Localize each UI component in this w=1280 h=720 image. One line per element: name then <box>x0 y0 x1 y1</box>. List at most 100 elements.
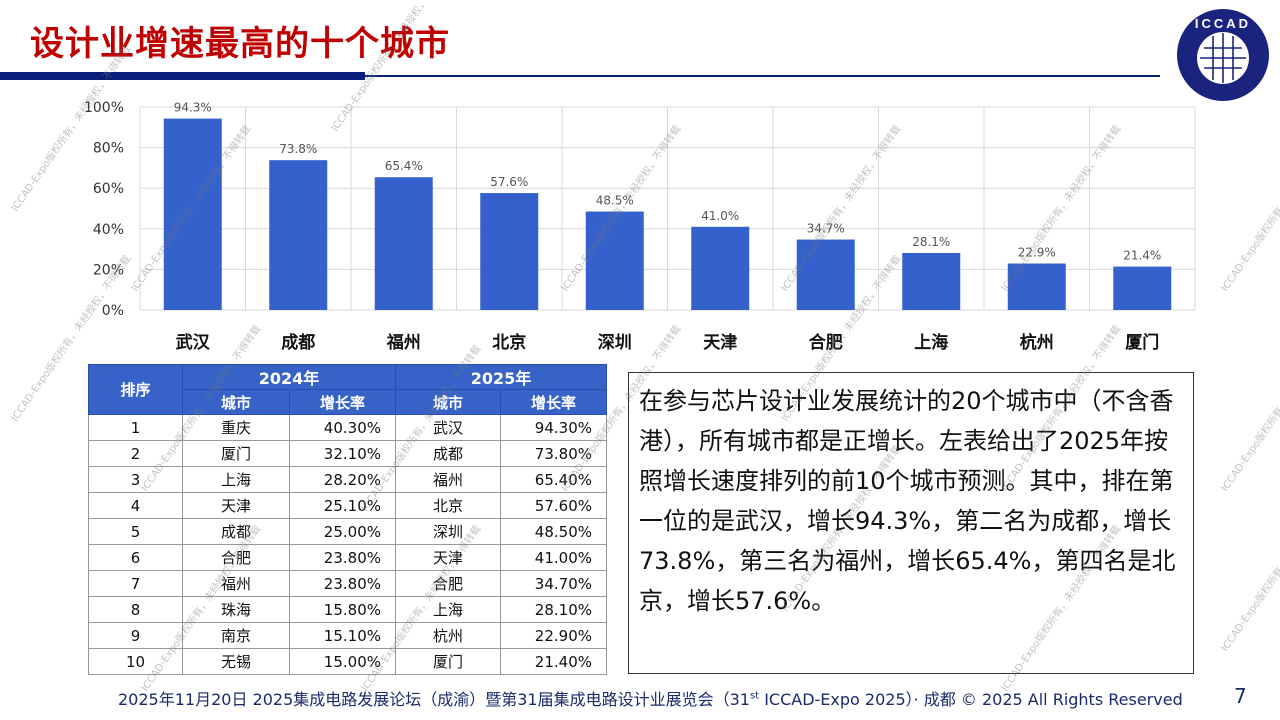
summary-textbox: 在参与芯片设计业发展统计的20个城市中（不含香港），所有城市都是正增长。左表给出… <box>628 372 1194 674</box>
rank-cell: 5 <box>88 518 183 545</box>
table-row: 1 重庆 40.30% 武汉 94.30% <box>88 414 607 441</box>
rank-cell: 10 <box>88 648 183 675</box>
bar <box>269 160 328 310</box>
data-label: 22.9% <box>1018 246 1056 260</box>
data-label: 73.8% <box>279 142 317 156</box>
data-label: 34.7% <box>807 222 845 236</box>
y-tick-label: 20% <box>93 262 124 278</box>
rate-2025-cell: 57.60% <box>500 492 607 519</box>
x-tick-label: 天津 <box>703 332 737 353</box>
rank-cell: 3 <box>88 466 183 493</box>
city-2025-cell: 厦门 <box>395 648 501 675</box>
city-2025-cell: 深圳 <box>395 518 501 545</box>
city-2025-cell: 杭州 <box>395 622 501 649</box>
y-tick-label: 40% <box>93 222 124 238</box>
rank-cell: 1 <box>88 414 183 441</box>
city-2024-cell: 上海 <box>182 466 290 493</box>
title-underline-thin <box>365 75 1160 77</box>
rank-cell: 4 <box>88 492 183 519</box>
svg-text:ICCAD: ICCAD <box>1195 16 1251 31</box>
rate-header: 增长率 <box>289 389 396 415</box>
rank-cell: 7 <box>88 570 183 597</box>
table-row: 7 福州 23.80% 合肥 34.70% <box>88 570 607 597</box>
city-header: 城市 <box>395 389 501 415</box>
rank-header: 排序 <box>88 364 183 415</box>
table-row: 5 成都 25.00% 深圳 48.50% <box>88 518 607 545</box>
footer-text: 2025年11月20日 2025集成电路发展论坛（成渝）暨第31届集成电路设计业… <box>118 690 750 709</box>
title-underline-thick <box>0 72 365 80</box>
footer: 2025年11月20日 2025集成电路发展论坛（成渝）暨第31届集成电路设计业… <box>118 686 1183 710</box>
table-row: 10 无锡 15.00% 厦门 21.40% <box>88 648 607 675</box>
city-2024-cell: 成都 <box>182 518 290 545</box>
data-label: 21.4% <box>1123 249 1161 263</box>
table-row: 3 上海 28.20% 福州 65.40% <box>88 466 607 493</box>
table-row: 2 厦门 32.10% 成都 73.80% <box>88 440 607 467</box>
rate-2025-cell: 73.80% <box>500 440 607 467</box>
x-tick-label: 福州 <box>386 332 421 353</box>
city-header: 城市 <box>182 389 290 415</box>
y-tick-label: 80% <box>93 141 124 157</box>
rate-2025-cell: 21.40% <box>500 648 607 675</box>
y-tick-label: 60% <box>93 181 124 197</box>
city-2024-cell: 无锡 <box>182 648 290 675</box>
rate-2024-cell: 23.80% <box>289 544 396 571</box>
rate-2024-cell: 15.10% <box>289 622 396 649</box>
city-2025-cell: 成都 <box>395 440 501 467</box>
year-2024-header: 2024年 <box>182 364 396 390</box>
bar <box>691 226 750 310</box>
x-tick-label: 北京 <box>492 332 526 353</box>
rate-2025-cell: 28.10% <box>500 596 607 623</box>
city-2025-cell: 合肥 <box>395 570 501 597</box>
data-label: 57.6% <box>490 175 528 189</box>
footer-text-end: ICCAD-Expo 2025）· 成都 © 2025 All Rights R… <box>759 690 1183 709</box>
city-2024-cell: 福州 <box>182 570 290 597</box>
bar <box>1113 266 1172 310</box>
rate-header: 增长率 <box>500 389 607 415</box>
rate-2025-cell: 22.90% <box>500 622 607 649</box>
rate-2025-cell: 41.00% <box>500 544 607 571</box>
rank-cell: 2 <box>88 440 183 467</box>
bar-chart: 0% 20% 40% 60% 80% 100% 94.3% 武汉 73.8% 成都 65.4% 福州 5… <box>84 100 1196 353</box>
year-2025-header: 2025年 <box>395 364 607 390</box>
city-2025-cell: 北京 <box>395 492 501 519</box>
x-tick-label: 深圳 <box>598 332 632 353</box>
watermark: ICCAD-Expo版权所有，未经授权，不得转载 <box>1219 483 1280 654</box>
data-label: 65.4% <box>385 159 423 173</box>
rate-2024-cell: 32.10% <box>289 440 396 467</box>
bar <box>902 252 961 310</box>
slide-title: 设计业增速最高的十个城市 <box>30 24 450 64</box>
rate-2025-cell: 48.50% <box>500 518 607 545</box>
city-2024-cell: 合肥 <box>182 544 290 571</box>
x-tick-label: 合肥 <box>809 332 843 353</box>
city-2025-cell: 上海 <box>395 596 501 623</box>
bar <box>1007 263 1066 310</box>
rate-2024-cell: 25.00% <box>289 518 396 545</box>
bar <box>163 118 222 310</box>
rate-2024-cell: 28.20% <box>289 466 396 493</box>
city-2025-cell: 武汉 <box>395 414 501 441</box>
y-tick-label: 0% <box>102 303 124 319</box>
x-tick-label: 成都 <box>281 332 315 353</box>
rank-cell: 6 <box>88 544 183 571</box>
rank-cell: 9 <box>88 622 183 649</box>
data-label: 41.0% <box>701 209 739 223</box>
city-2025-cell: 福州 <box>395 466 501 493</box>
footer-sup: st <box>749 690 760 702</box>
x-tick-label: 杭州 <box>1020 332 1054 353</box>
rate-2025-cell: 65.40% <box>500 466 607 493</box>
table-row: 9 南京 15.10% 杭州 22.90% <box>88 622 607 649</box>
rate-2024-cell: 25.10% <box>289 492 396 519</box>
city-2024-cell: 天津 <box>182 492 290 519</box>
y-tick-label: 100% <box>84 100 124 116</box>
rate-2024-cell: 15.80% <box>289 596 396 623</box>
x-tick-label: 厦门 <box>1125 332 1159 353</box>
bar <box>480 193 539 310</box>
x-tick-label: 武汉 <box>176 332 211 353</box>
city-2025-cell: 天津 <box>395 544 501 571</box>
city-2024-cell: 珠海 <box>182 596 290 623</box>
city-2024-cell: 重庆 <box>182 414 290 441</box>
bar <box>796 239 855 310</box>
rate-2025-cell: 94.30% <box>500 414 607 441</box>
data-label: 94.3% <box>174 101 212 115</box>
rate-2025-cell: 34.70% <box>500 570 607 597</box>
